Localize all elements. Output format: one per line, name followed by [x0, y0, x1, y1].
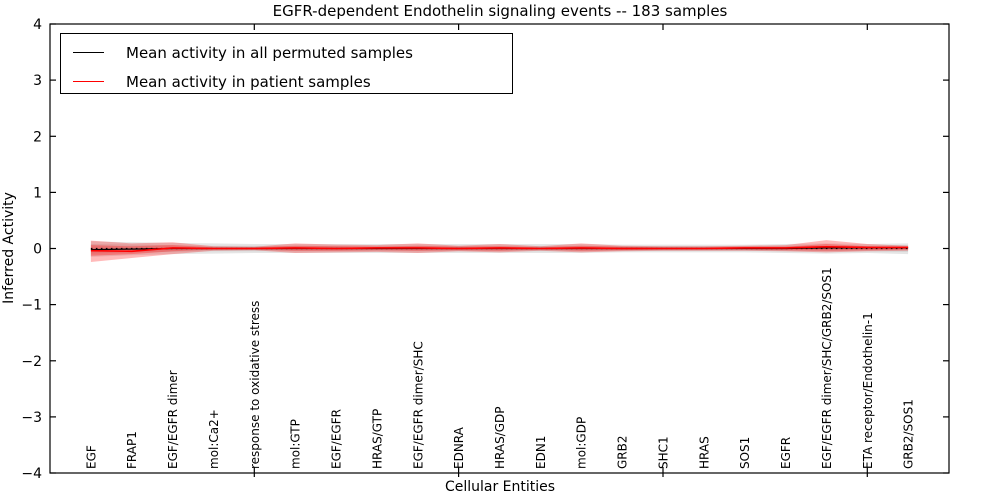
- patient-spread-outer: [90, 240, 909, 262]
- x-axis-label: Cellular Entities: [444, 479, 556, 495]
- legend-line-red-icon: [73, 81, 104, 82]
- x-tick-label: HRAS: [697, 436, 711, 469]
- x-tick-label: mol:GTP: [289, 419, 303, 469]
- x-tick-label: mol:GDP: [575, 417, 589, 469]
- legend: Mean activity in all permuted samples Me…: [60, 33, 513, 94]
- y-tick-label: −1: [21, 298, 42, 314]
- y-tick-label: −2: [21, 354, 42, 370]
- y-tick-label: 2: [33, 129, 42, 145]
- y-tick-label: 0: [33, 242, 42, 258]
- legend-label-patient: Mean activity in patient samples: [126, 72, 371, 91]
- x-tick-label: EGFR: [779, 437, 793, 469]
- y-tick-label: 3: [33, 73, 42, 89]
- y-tick-label: 4: [33, 17, 42, 33]
- y-tick-label: −3: [21, 410, 42, 426]
- patient-spread-inner: [90, 244, 909, 256]
- x-tick-label: EGF/EGFR dimer: [166, 370, 180, 469]
- legend-label-permuted: Mean activity in all permuted samples: [126, 43, 413, 62]
- x-tick-label: FRAP1: [125, 431, 139, 469]
- series-line: [90, 245, 909, 253]
- x-tick-label: HRAS/GTP: [370, 409, 384, 469]
- chart-title: EGFR-dependent Endothelin signaling even…: [272, 2, 728, 20]
- legend-line-black-icon: [73, 52, 104, 53]
- legend-entry-permuted: Mean activity in all permuted samples: [73, 38, 512, 67]
- tick-marks: [50, 23, 949, 477]
- mean-lines: [90, 245, 909, 253]
- y-tick-label: −4: [21, 466, 42, 482]
- x-tick-label: EDN1: [534, 436, 548, 469]
- legend-entry-patient: Mean activity in patient samples: [73, 67, 512, 96]
- x-tick-label: EDNRA: [452, 426, 466, 469]
- x-tick-label: HRAS/GDP: [493, 406, 507, 469]
- x-tick-label: SOS1: [738, 437, 752, 469]
- x-tick-label: GRB2/SOS1: [902, 399, 916, 469]
- spread-bands: [90, 240, 909, 262]
- y-tick-label: 1: [33, 185, 42, 201]
- y-axis-label: Inferred Activity: [1, 192, 17, 304]
- x-tick-label: EGF: [84, 445, 98, 469]
- x-tick-label: SHC1: [657, 436, 671, 469]
- y-tick-labels: −4 −3 −2 −1 0 1 2 3 4: [21, 17, 42, 482]
- x-tick-label: mol:Ca2+: [207, 409, 221, 469]
- x-tick-label: ETA receptor/Endothelin-1: [861, 312, 875, 469]
- x-tick-labels: EGF FRAP1 EGF/EGFR dimer mol:Ca2+ response t…: [84, 267, 915, 469]
- x-tick-label: GRB2: [616, 435, 630, 469]
- x-tick-label: EGF/EGFR dimer/SHC: [411, 341, 425, 469]
- x-tick-label: EGF/EGFR dimer/SHC/GRB2/SOS1: [820, 267, 834, 469]
- x-tick-label: EGF/EGFR: [330, 409, 344, 469]
- x-tick-label: response to oxidative stress: [248, 301, 262, 469]
